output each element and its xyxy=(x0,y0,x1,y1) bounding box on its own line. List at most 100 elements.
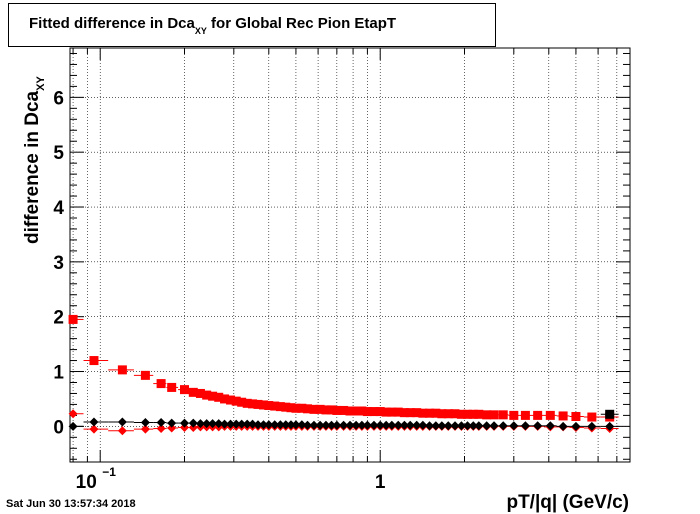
data-point-diamond xyxy=(351,420,361,430)
data-point-square xyxy=(188,387,198,397)
data-point-diamond xyxy=(437,421,447,431)
data-point-diamond xyxy=(167,418,177,428)
data-point-diamond xyxy=(202,419,212,429)
title-main: Fitted difference in Dca xyxy=(29,15,195,32)
data-point-square xyxy=(117,365,127,375)
data-point-diamond xyxy=(425,421,435,431)
data-point-diamond xyxy=(327,420,337,430)
data-point-square xyxy=(253,399,263,409)
tick-labels: 0 1 2 3 4 5 6 10 −1 1 xyxy=(53,88,386,493)
data-point-diamond xyxy=(297,420,307,430)
tick-marks xyxy=(70,48,630,462)
data-point-square xyxy=(275,402,285,412)
data-point-square xyxy=(571,411,581,421)
title-box: Fitted difference in DcaXY for Global Re… xyxy=(8,3,496,47)
data-point-diamond xyxy=(68,421,78,431)
data-point-diamond xyxy=(286,420,296,430)
data-point-square xyxy=(226,395,236,405)
data-point-square xyxy=(281,402,291,412)
data-point-square xyxy=(214,392,224,402)
data-point-diamond xyxy=(195,419,205,429)
data-point-diamond xyxy=(393,420,403,430)
data-point-square xyxy=(463,409,473,419)
data-point-square xyxy=(297,403,307,413)
data-point-diamond xyxy=(253,420,263,430)
data-point-diamond xyxy=(208,419,218,429)
x-tick-label-exponent: −1 xyxy=(102,465,116,479)
data-point-diamond xyxy=(412,420,422,430)
data-point-square xyxy=(327,405,337,415)
title-rest: for Global Rec Pion EtapT xyxy=(206,15,397,32)
data-point-diamond xyxy=(387,420,397,430)
data-point-square xyxy=(264,401,274,411)
data-point-diamond xyxy=(140,418,150,428)
data-point-diamond xyxy=(275,420,285,430)
data-point-square xyxy=(437,409,447,419)
data-point-diamond xyxy=(418,420,428,430)
data-point-diamond xyxy=(587,421,597,431)
data-point-diamond xyxy=(431,421,441,431)
data-point-diamond xyxy=(339,420,349,430)
data-point-square xyxy=(242,398,252,408)
data-point-square xyxy=(315,404,325,414)
axes xyxy=(69,47,631,463)
data-point-square xyxy=(202,390,212,400)
data-point-square xyxy=(489,410,499,420)
y-axis-label-main: difference in Dca xyxy=(22,90,43,244)
data-point-diamond xyxy=(605,421,615,431)
data-point-diamond xyxy=(226,419,236,429)
data-point-square xyxy=(68,314,78,324)
data-point-diamond xyxy=(381,420,391,430)
data-point-diamond xyxy=(259,420,269,430)
title-subscript: XY xyxy=(194,26,207,36)
timestamp: Sat Jun 30 13:57:34 2018 xyxy=(6,498,136,510)
data-point-diamond xyxy=(399,420,409,430)
data-point-diamond xyxy=(156,418,166,428)
data-point-diamond xyxy=(375,420,385,430)
data-point-diamond xyxy=(264,420,274,430)
y-tick-label: 2 xyxy=(53,308,64,329)
data-point-diamond xyxy=(281,420,291,430)
data-point-square xyxy=(248,399,258,409)
data-point-square xyxy=(351,406,361,416)
data-point-square xyxy=(286,403,296,413)
data-point-square xyxy=(387,407,397,417)
data-point-diamond xyxy=(248,419,258,429)
data-point-diamond xyxy=(89,424,99,434)
data-point-diamond xyxy=(332,420,342,430)
data-point-square xyxy=(195,388,205,398)
plot-frame xyxy=(69,47,631,463)
data-point-diamond xyxy=(545,421,555,431)
data-point-diamond xyxy=(533,421,543,431)
data-point-diamond xyxy=(450,421,460,431)
data-point-square xyxy=(545,410,555,420)
data-point-square xyxy=(474,409,484,419)
data-point-square xyxy=(558,411,568,421)
x-axis-label: pT/|q| (GeV/c) xyxy=(506,492,629,513)
data-point-diamond xyxy=(498,421,508,431)
y-tick-label: 6 xyxy=(53,88,64,109)
data-point-diamond xyxy=(405,420,415,430)
data-point-diamond xyxy=(468,421,478,431)
data-point-square xyxy=(456,409,466,419)
data-point-diamond xyxy=(474,421,484,431)
data-point-diamond xyxy=(117,417,127,427)
data-point-square xyxy=(362,407,372,417)
data-point-diamond xyxy=(520,421,530,431)
data-point-square xyxy=(309,404,319,414)
grid-lines xyxy=(70,48,630,462)
data-point-diamond xyxy=(167,423,177,433)
y-axis-label: difference in DcaXY xyxy=(22,76,47,244)
data-point-square xyxy=(520,410,530,420)
y-tick-label: 0 xyxy=(53,417,64,438)
data-point-diamond xyxy=(291,420,301,430)
data-point-square xyxy=(381,407,391,417)
data-point-diamond xyxy=(443,421,453,431)
data-point-square xyxy=(303,404,313,414)
x-tick-label: 1 xyxy=(375,472,386,493)
data-point-diamond xyxy=(571,421,581,431)
data-point-square xyxy=(405,408,415,418)
data-point-diamond xyxy=(303,420,313,430)
data-point-diamond xyxy=(315,420,325,430)
